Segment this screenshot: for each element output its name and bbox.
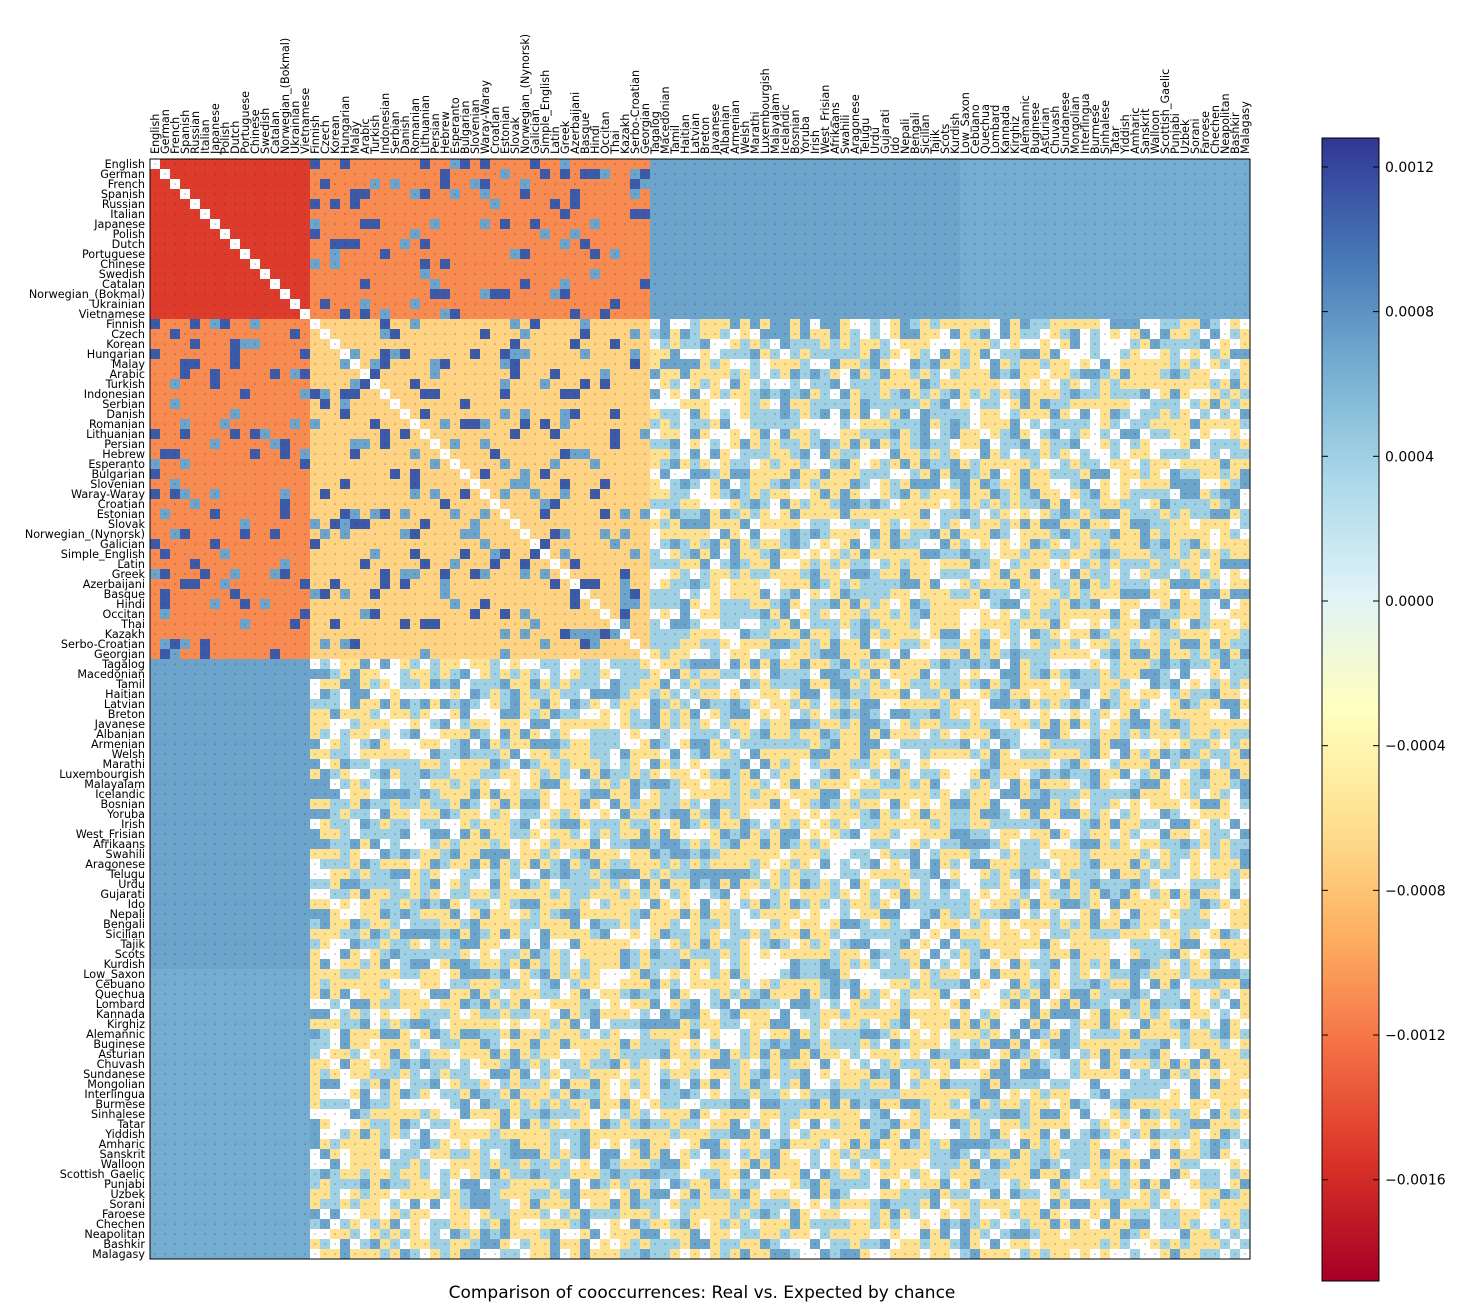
heatmap-chart: English German French Spanish Russian Italian…: [25, 34, 1446, 1303]
heatmap-svg: EnglishGermanFrenchSpanishRussianItalian…: [25, 34, 1446, 1303]
